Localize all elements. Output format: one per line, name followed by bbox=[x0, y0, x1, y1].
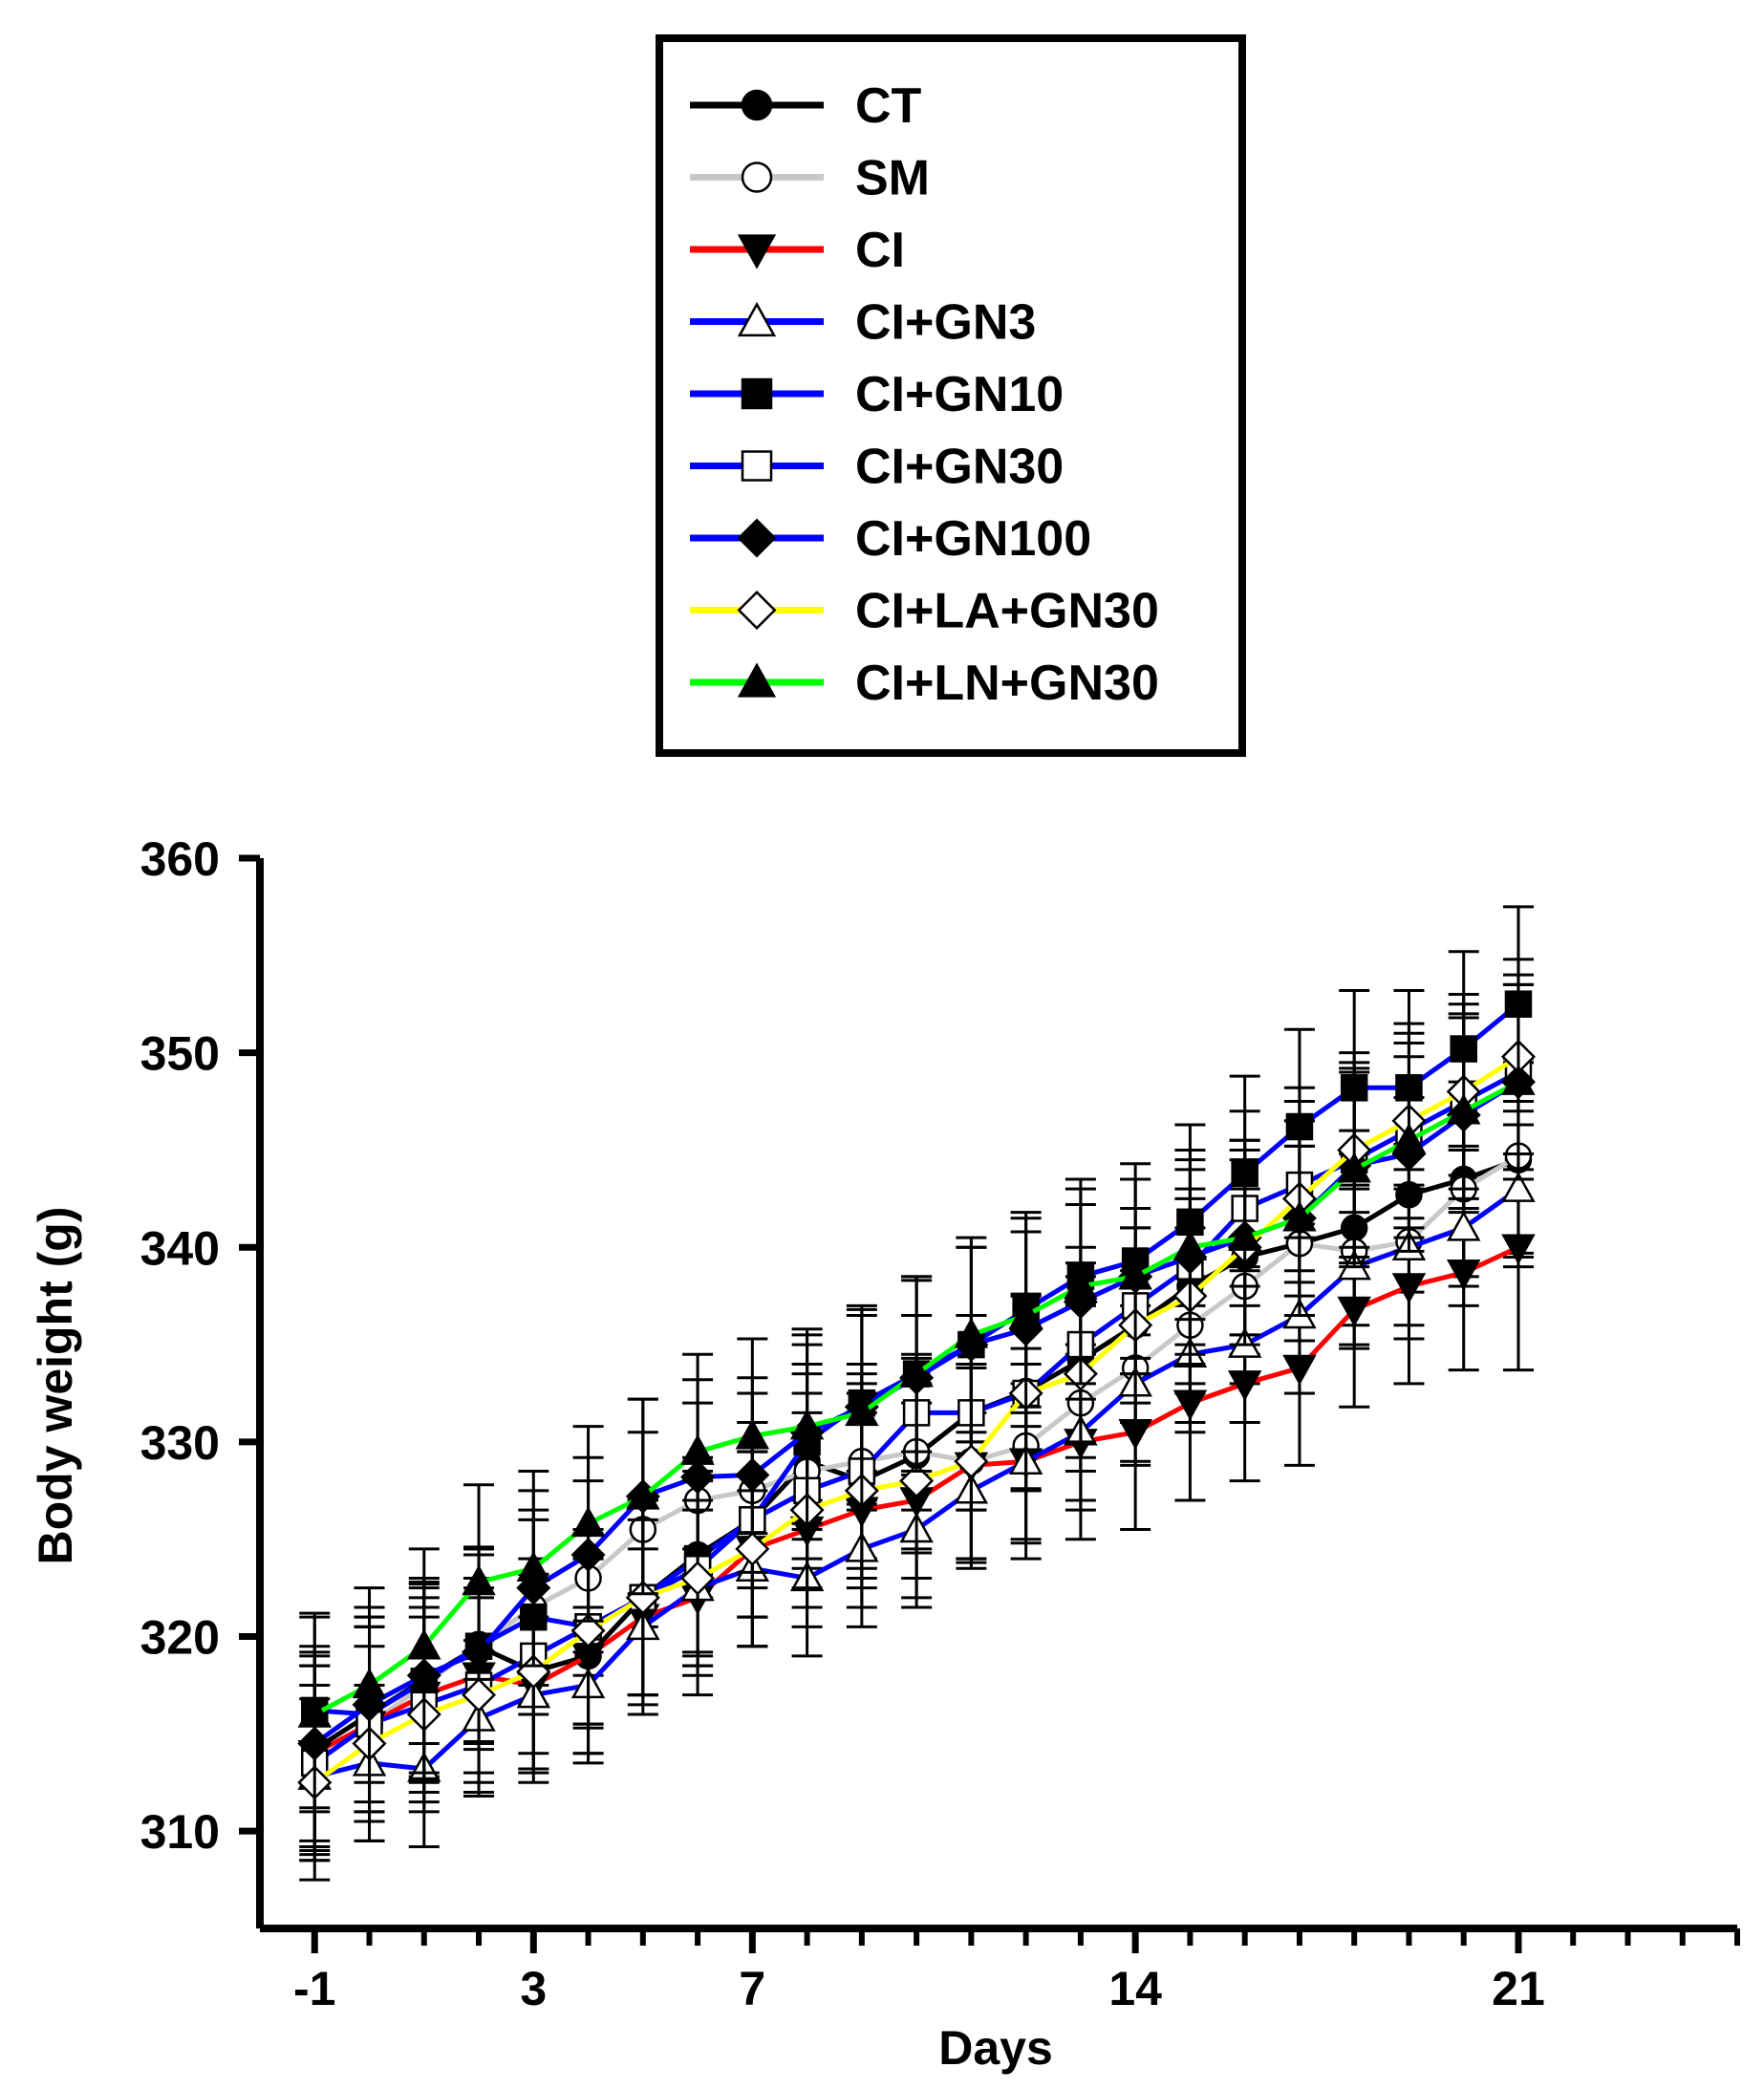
data-point bbox=[899, 1463, 935, 1498]
data-point bbox=[1446, 1093, 1481, 1125]
legend-marker-sm bbox=[741, 162, 773, 193]
legend-label-ci-gn3: CI+GN3 bbox=[855, 295, 1036, 351]
legend-marker-ci bbox=[737, 234, 777, 269]
data-point bbox=[1064, 1268, 1098, 1300]
data-point bbox=[1391, 1123, 1427, 1154]
data-point bbox=[680, 1561, 716, 1596]
y-axis-title: Body weight (g) bbox=[29, 1207, 82, 1565]
y-tick-label: 320 bbox=[140, 1611, 220, 1665]
data-point bbox=[1008, 1298, 1043, 1329]
legend-marker-ci-ln-gn30 bbox=[737, 662, 777, 698]
legend-label-ci: CI bbox=[855, 223, 905, 278]
data-point bbox=[297, 1696, 332, 1728]
data-point bbox=[680, 1433, 715, 1465]
data-point bbox=[407, 1628, 441, 1660]
y-tick-label: 360 bbox=[140, 832, 220, 886]
x-tick-label: 14 bbox=[1108, 1962, 1162, 2015]
data-point bbox=[1446, 1210, 1481, 1241]
legend-marker-ct bbox=[741, 89, 773, 121]
data-point bbox=[899, 1356, 934, 1388]
data-point bbox=[1501, 1065, 1536, 1095]
data-point bbox=[1227, 1219, 1262, 1251]
data-point bbox=[626, 1478, 660, 1510]
data-point bbox=[954, 1444, 989, 1479]
data-point bbox=[352, 1668, 387, 1699]
x-axis-title: Days bbox=[938, 2021, 1053, 2075]
data-point bbox=[1337, 1152, 1371, 1183]
y-tick-label: 310 bbox=[140, 1805, 220, 1859]
data-point bbox=[1172, 1230, 1208, 1261]
data-point bbox=[1118, 1259, 1152, 1290]
data-point bbox=[845, 1395, 879, 1427]
legend-marker-ci-gn3 bbox=[737, 301, 777, 337]
series-ci-ln-gn30 bbox=[297, 982, 1536, 1814]
data-point bbox=[1282, 1200, 1317, 1232]
legend-marker-ci-la-gn30 bbox=[737, 590, 777, 631]
plot-series bbox=[297, 905, 1536, 1882]
x-tick-label: 21 bbox=[1492, 1962, 1545, 2015]
data-point bbox=[789, 1409, 825, 1440]
data-point bbox=[462, 1564, 496, 1596]
data-point bbox=[462, 1677, 497, 1712]
x-tick-label: 7 bbox=[739, 1962, 765, 2015]
data-point bbox=[516, 1551, 551, 1583]
data-point bbox=[735, 1531, 770, 1566]
legend-label-ci-ln-gn30: CI+LN+GN30 bbox=[855, 656, 1159, 711]
legend-marker-ci-gn30 bbox=[741, 450, 773, 482]
legend-label-ci-gn100: CI+GN100 bbox=[855, 511, 1091, 567]
data-point bbox=[954, 1317, 989, 1348]
x-tick-label: 3 bbox=[520, 1962, 547, 2015]
y-tick-label: 340 bbox=[140, 1221, 220, 1275]
axes: 310 320 330 340 350 360 -1 3 7 14 21 bbox=[140, 832, 1740, 2015]
y-tick-label: 330 bbox=[140, 1416, 220, 1470]
legend-label-ct: CT bbox=[855, 78, 922, 134]
legend-marker-ci-gn100 bbox=[737, 518, 777, 558]
legend: CT SM CI CI+GN3 CI+GN10 CI+GN30 CI+GN100 CI+LA+… bbox=[656, 34, 1246, 757]
legend-label-ci-gn30: CI+GN30 bbox=[855, 440, 1064, 495]
x-tick-label: -1 bbox=[293, 1962, 335, 2015]
data-point bbox=[570, 1506, 606, 1538]
legend-label-ci-la-gn30: CI+LA+GN30 bbox=[855, 584, 1159, 639]
legend-label-sm: SM bbox=[855, 151, 930, 206]
data-point bbox=[735, 1418, 770, 1450]
legend-marker-ci-gn10 bbox=[741, 377, 773, 410]
legend-label-ci-gn10: CI+GN10 bbox=[855, 367, 1064, 422]
data-point bbox=[1501, 1172, 1536, 1202]
y-tick-label: 350 bbox=[140, 1027, 220, 1081]
data-point bbox=[570, 1613, 606, 1648]
